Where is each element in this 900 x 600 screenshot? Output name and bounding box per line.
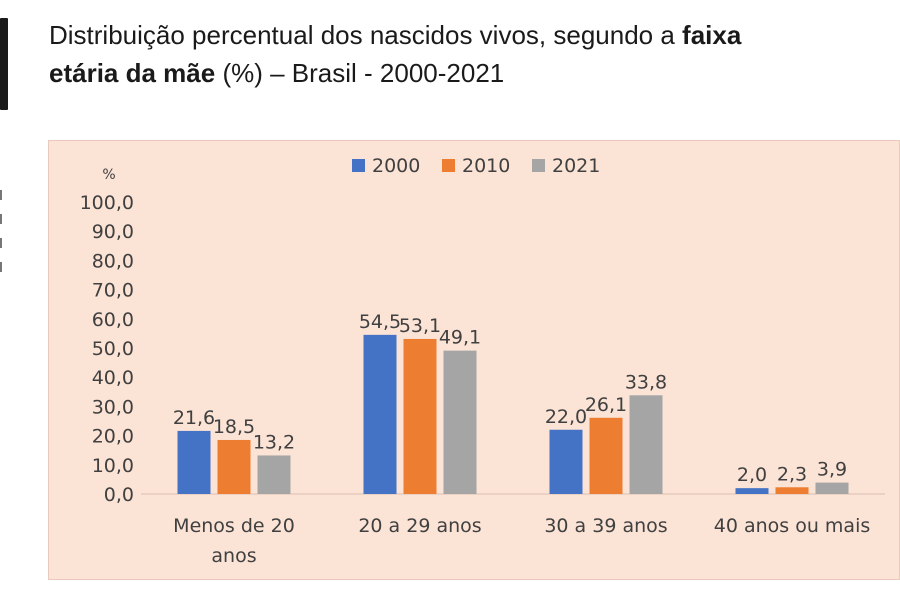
x-tick-label: 20 a 29 anos <box>358 515 481 537</box>
y-tick-label: 40,0 <box>92 367 134 389</box>
y-tick-label: 80,0 <box>92 250 134 272</box>
bar-2021 <box>257 455 291 494</box>
bar-2000 <box>363 334 397 494</box>
page-title: Distribuição percentual dos nascidos viv… <box>49 16 869 92</box>
bar-2010 <box>217 439 251 494</box>
y-tick-label: 90,0 <box>92 221 134 243</box>
y-tick-label: 70,0 <box>92 280 134 302</box>
bar-2021 <box>443 350 477 494</box>
y-tick-label: 0,0 <box>104 484 134 506</box>
y-tick-label: 60,0 <box>92 309 134 331</box>
y-tick-label: 100,0 <box>80 192 134 214</box>
y-axis-unit-label: % <box>102 167 115 183</box>
y-tick-label: 10,0 <box>92 455 134 477</box>
bar-2010 <box>775 487 809 494</box>
data-label-2000: 2,0 <box>737 464 767 486</box>
bar-2010 <box>403 338 437 494</box>
x-tick-label: Menos de 20 <box>173 515 295 537</box>
left-edge-marks <box>0 190 4 286</box>
legend-label-2010: 2010 <box>462 155 510 177</box>
x-tick-label: 30 a 39 anos <box>544 515 667 537</box>
y-tick-label: 50,0 <box>92 338 134 360</box>
data-label-2021: 3,9 <box>817 459 847 481</box>
legend-label-2021: 2021 <box>552 155 600 177</box>
bar-2010 <box>589 417 623 494</box>
data-label-2010: 26,1 <box>585 394 627 416</box>
data-label-2010: 18,5 <box>213 416 255 438</box>
chart-panel: % 100,0 90,0 80,0 70,0 60,0 50,0 40,0 30,0 20,0 10… <box>48 140 900 580</box>
data-label-2021: 49,1 <box>439 327 481 349</box>
bar-2000 <box>735 488 769 494</box>
data-label-2000: 22,0 <box>545 406 587 428</box>
title-bold-2: etária da mãe <box>49 58 216 88</box>
data-label-2021: 33,8 <box>625 371 667 393</box>
legend-label-2000: 2000 <box>372 155 420 177</box>
title-part-1: Distribuição percentual dos nascidos viv… <box>49 20 683 50</box>
title-part-2: (%) – Brasil - 2000-2021 <box>215 58 505 88</box>
data-label-2000: 54,5 <box>359 311 401 333</box>
x-tick-label: 40 anos ou mais <box>714 515 871 537</box>
left-edge-strip <box>0 18 8 110</box>
y-tick-label: 20,0 <box>92 426 134 448</box>
y-tick-label: 30,0 <box>92 396 134 418</box>
legend-swatch-2010 <box>442 159 455 172</box>
bar-2021 <box>629 395 663 494</box>
data-label-2010: 2,3 <box>777 463 807 485</box>
bar-2021 <box>815 482 849 494</box>
bar-2000 <box>177 430 211 494</box>
title-bold-1: faixa <box>682 20 742 50</box>
data-label-2010: 53,1 <box>399 315 441 337</box>
x-tick-label: anos <box>211 545 256 567</box>
legend-swatch-2000 <box>352 159 365 172</box>
bar-chart: % 100,0 90,0 80,0 70,0 60,0 50,0 40,0 30,0 20,0 10… <box>80 155 885 567</box>
data-label-2021: 13,2 <box>253 431 295 453</box>
bar-2000 <box>549 429 583 494</box>
legend-swatch-2021 <box>532 159 545 172</box>
data-label-2000: 21,6 <box>173 407 215 429</box>
